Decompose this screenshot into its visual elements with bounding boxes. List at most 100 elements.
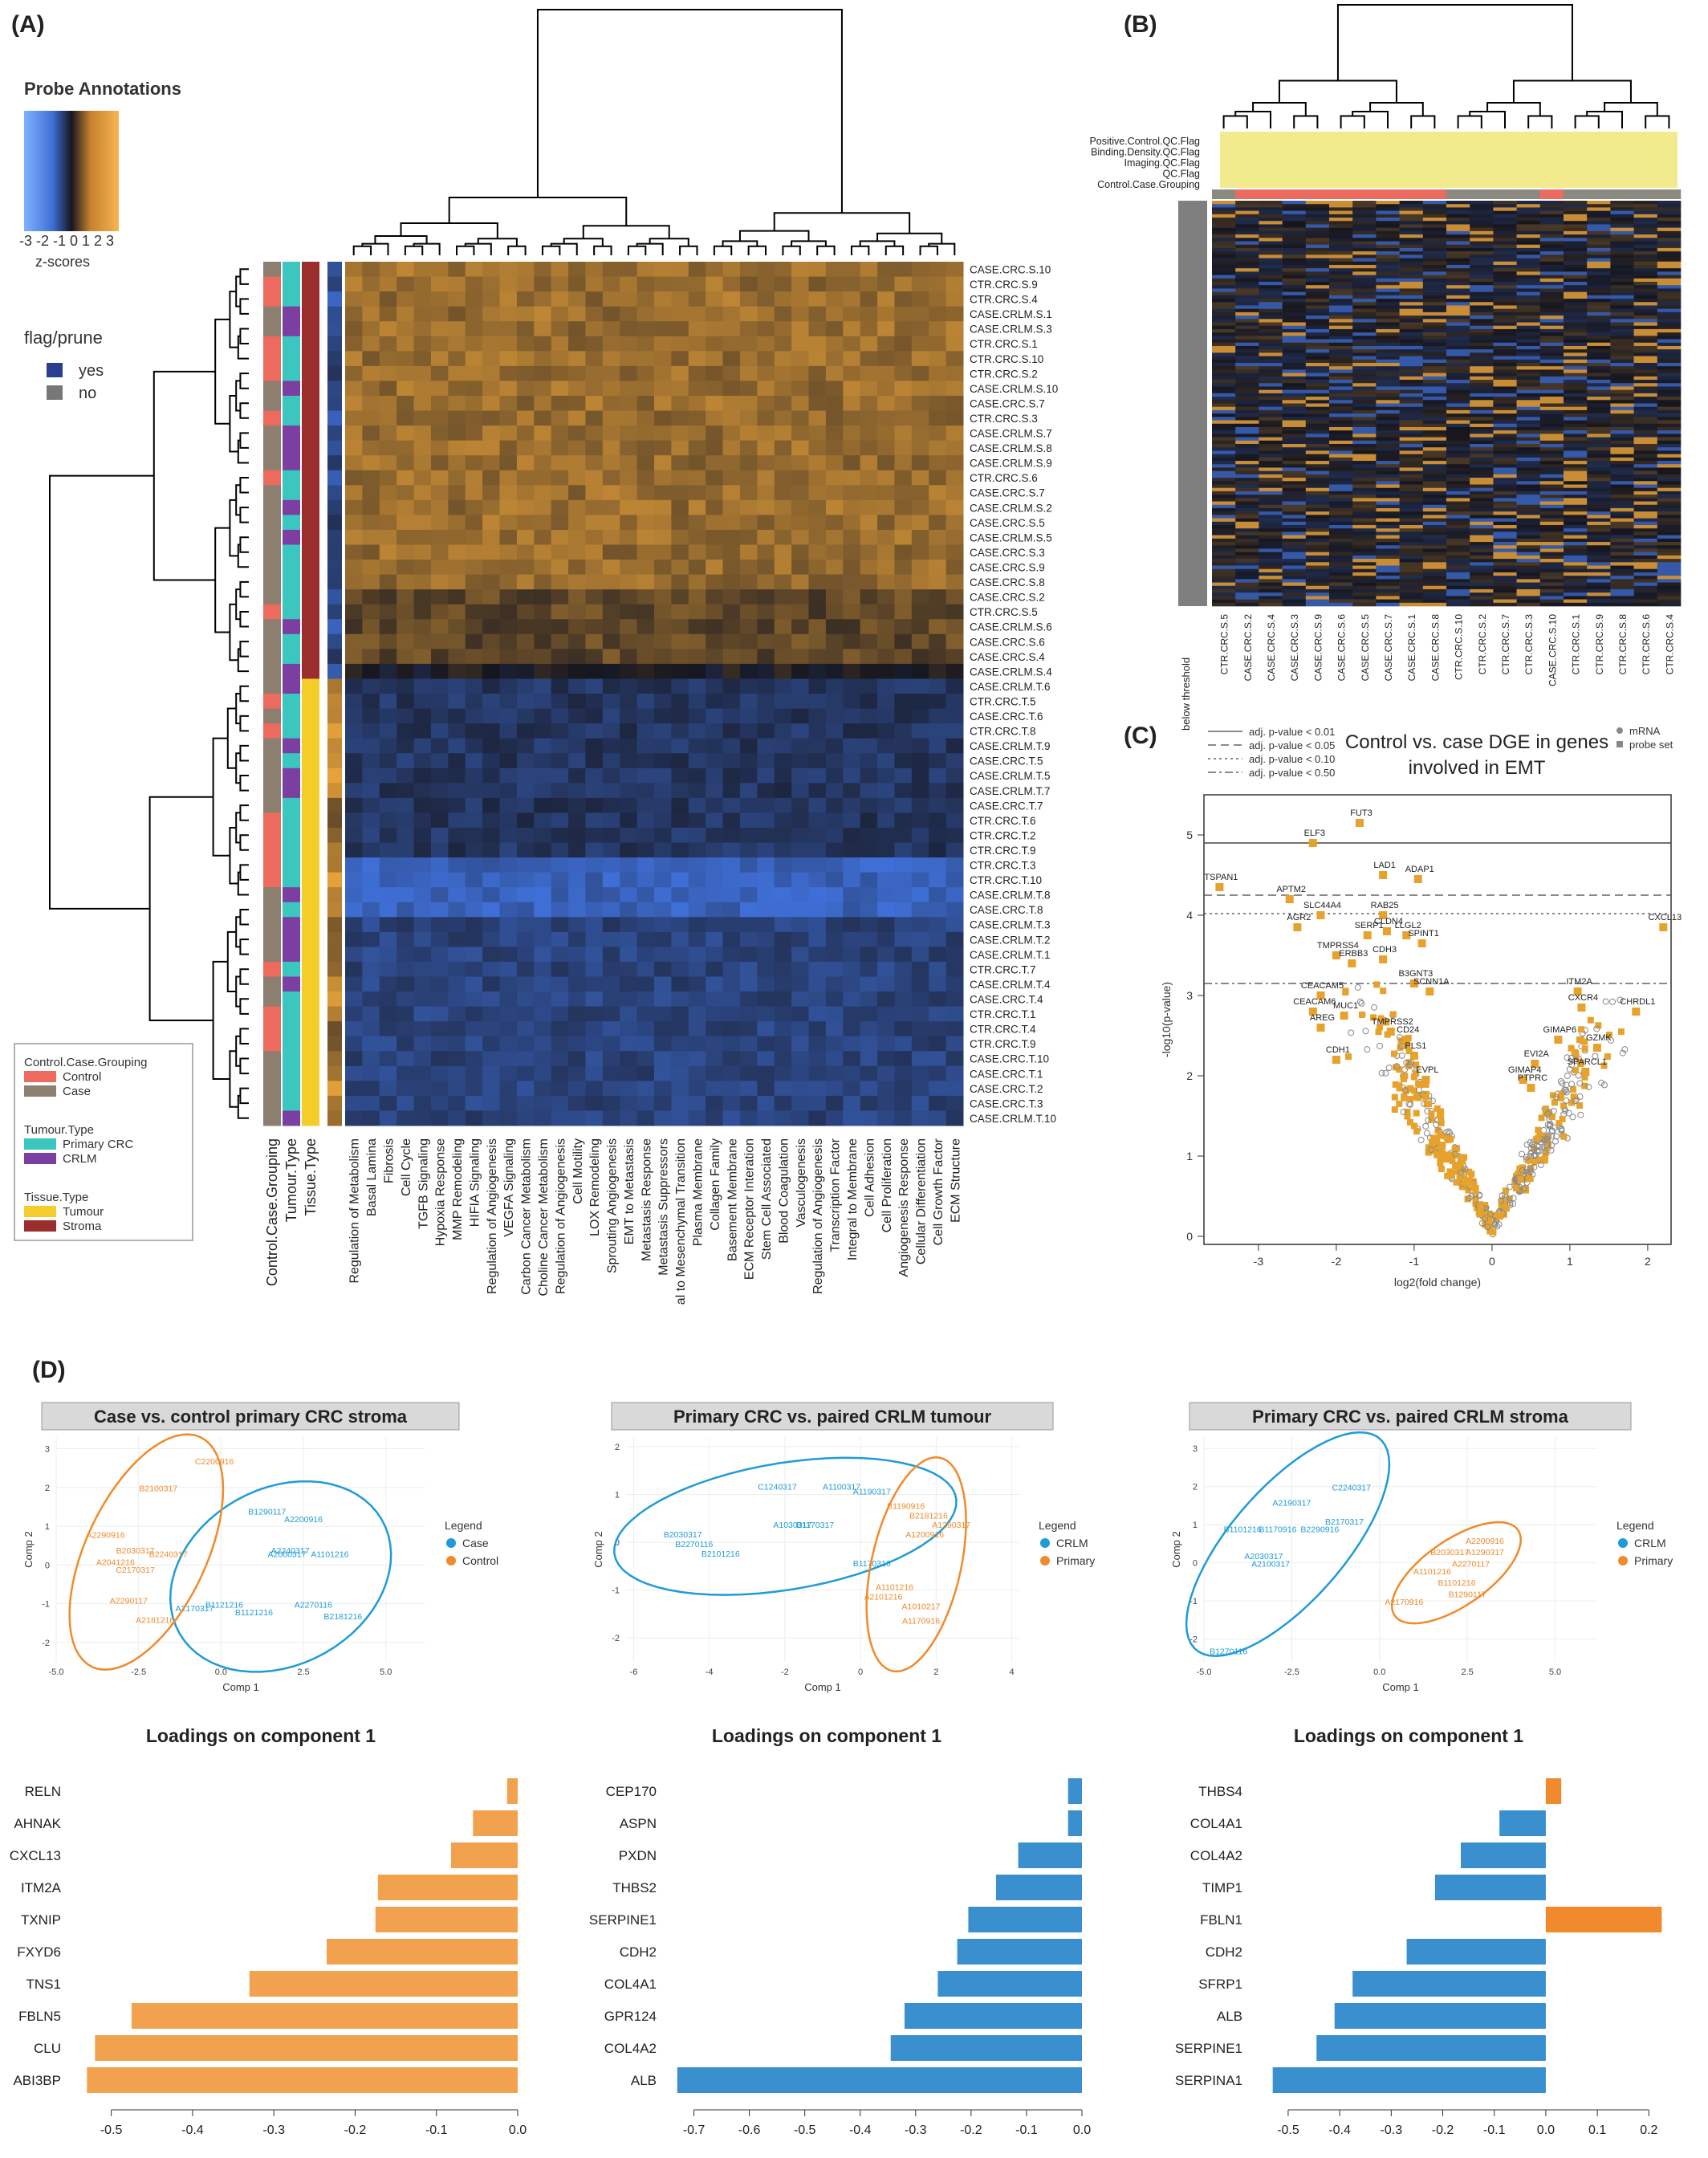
heat-cell <box>430 887 449 903</box>
heat-b-cell <box>1493 275 1517 279</box>
heat-b-cell <box>1305 336 1330 340</box>
heat-b-cell <box>1422 241 1447 246</box>
heat-b-cell <box>1446 511 1470 515</box>
heat-b-cell <box>1516 568 1541 573</box>
heat-cell <box>706 738 724 754</box>
heat-b-cell <box>1446 588 1470 593</box>
grouping-cell <box>263 425 281 442</box>
heat-cell <box>757 991 775 1008</box>
heat-cell <box>706 381 724 397</box>
heat-cell <box>585 1095 604 1111</box>
heat-b-cell <box>1587 349 1611 353</box>
heat-b-cell <box>1610 548 1634 552</box>
heat-b-cell <box>1587 299 1611 303</box>
heat-b-cell <box>1539 393 1564 397</box>
heat-cell <box>946 961 964 977</box>
heat-b-cell <box>1352 562 1377 566</box>
tumour-type-cell <box>283 678 300 694</box>
heat-b-cell <box>1587 397 1611 401</box>
heat-b-cell <box>1493 230 1517 235</box>
heat-b-cell <box>1235 420 1259 425</box>
heat-b-cell <box>1399 356 1424 360</box>
heat-cell <box>860 827 878 844</box>
heat-b-cell <box>1422 406 1447 411</box>
heat-b-cell <box>1422 430 1447 434</box>
heat-b-cell <box>1657 221 1682 225</box>
heat-b-cell <box>1516 322 1541 327</box>
flag-cell <box>327 694 342 710</box>
heat-cell <box>534 738 552 754</box>
heat-cell <box>688 842 706 858</box>
heat-cell <box>843 291 861 307</box>
tissue-type-cell <box>302 694 319 710</box>
heat-cell <box>499 336 518 352</box>
heat-b-cell <box>1399 218 1424 222</box>
heat-b-cell <box>1539 484 1564 489</box>
heat-b-cell <box>1305 531 1330 535</box>
heat-b-cell <box>1516 241 1541 246</box>
heat-b-cell <box>1587 291 1611 296</box>
heat-b-cell <box>1564 461 1588 465</box>
heat-b-cell <box>1399 491 1424 495</box>
heat-b-cell <box>1282 562 1307 566</box>
heat-b-cell <box>1633 430 1658 434</box>
heat-b-cell <box>1352 264 1377 269</box>
heat-b-cell <box>1305 495 1330 499</box>
heat-cell <box>757 678 775 694</box>
heat-cell <box>774 887 792 903</box>
heat-b-cell <box>1352 332 1377 336</box>
heat-b-cell <box>1516 440 1541 445</box>
heat-b-cell <box>1657 467 1682 471</box>
heat-cell <box>929 738 947 754</box>
heat-b-cell <box>1516 291 1541 296</box>
heat-b-cell <box>1352 291 1377 296</box>
heat-b-cell <box>1212 383 1236 387</box>
heat-b-cell <box>1446 316 1470 320</box>
heat-b-cell <box>1329 359 1353 364</box>
heat-cell <box>877 529 895 545</box>
heat-cell <box>413 351 432 367</box>
dendro-b-branch <box>1586 111 1623 128</box>
heat-b-cell <box>1633 359 1658 364</box>
row-dendro-branch <box>239 1057 249 1075</box>
heat-b-cell <box>1446 596 1470 600</box>
heat-b-cell <box>1610 582 1634 587</box>
anno-legend-item: Control <box>63 1070 101 1084</box>
heat-b-cell <box>1376 305 1400 309</box>
heat-b-cell <box>1633 332 1658 336</box>
flag-cell <box>327 425 342 442</box>
heat-cell <box>946 991 964 1008</box>
heat-b-cell <box>1539 487 1564 492</box>
heat-b-cell <box>1212 376 1236 381</box>
heat-b-cell <box>1282 515 1307 519</box>
heat-cell <box>911 723 929 739</box>
heat-cell <box>825 276 844 292</box>
heat-b-cell <box>1633 531 1658 535</box>
heat-b-cell <box>1610 585 1634 590</box>
heat-b-cell <box>1235 352 1259 356</box>
heat-b-cell <box>1516 450 1541 454</box>
heat-cell <box>585 365 604 381</box>
heat-b-cell <box>1539 278 1564 283</box>
heat-b-cell <box>1352 383 1377 387</box>
heat-b-cell <box>1633 305 1658 309</box>
heat-b-cell <box>1352 295 1377 299</box>
heat-b-cell <box>1633 481 1658 485</box>
heat-b-cell <box>1564 224 1588 228</box>
heat-b-cell <box>1376 437 1400 442</box>
heat-b-cell <box>1305 366 1330 370</box>
heat-b-cell <box>1539 599 1564 604</box>
heat-cell <box>585 872 604 888</box>
grouping-cell <box>263 291 281 307</box>
heat-b-cell <box>1399 521 1424 526</box>
heat-cell <box>362 931 380 947</box>
heat-b-cell <box>1235 230 1259 235</box>
heat-cell <box>362 812 380 829</box>
heat-cell <box>774 827 792 844</box>
heat-cell <box>825 395 844 412</box>
heat-cell <box>620 797 638 813</box>
heat-cell <box>602 381 620 397</box>
heat-b-cell <box>1422 247 1447 252</box>
heat-cell <box>843 887 861 903</box>
heat-b-cell <box>1564 454 1588 458</box>
